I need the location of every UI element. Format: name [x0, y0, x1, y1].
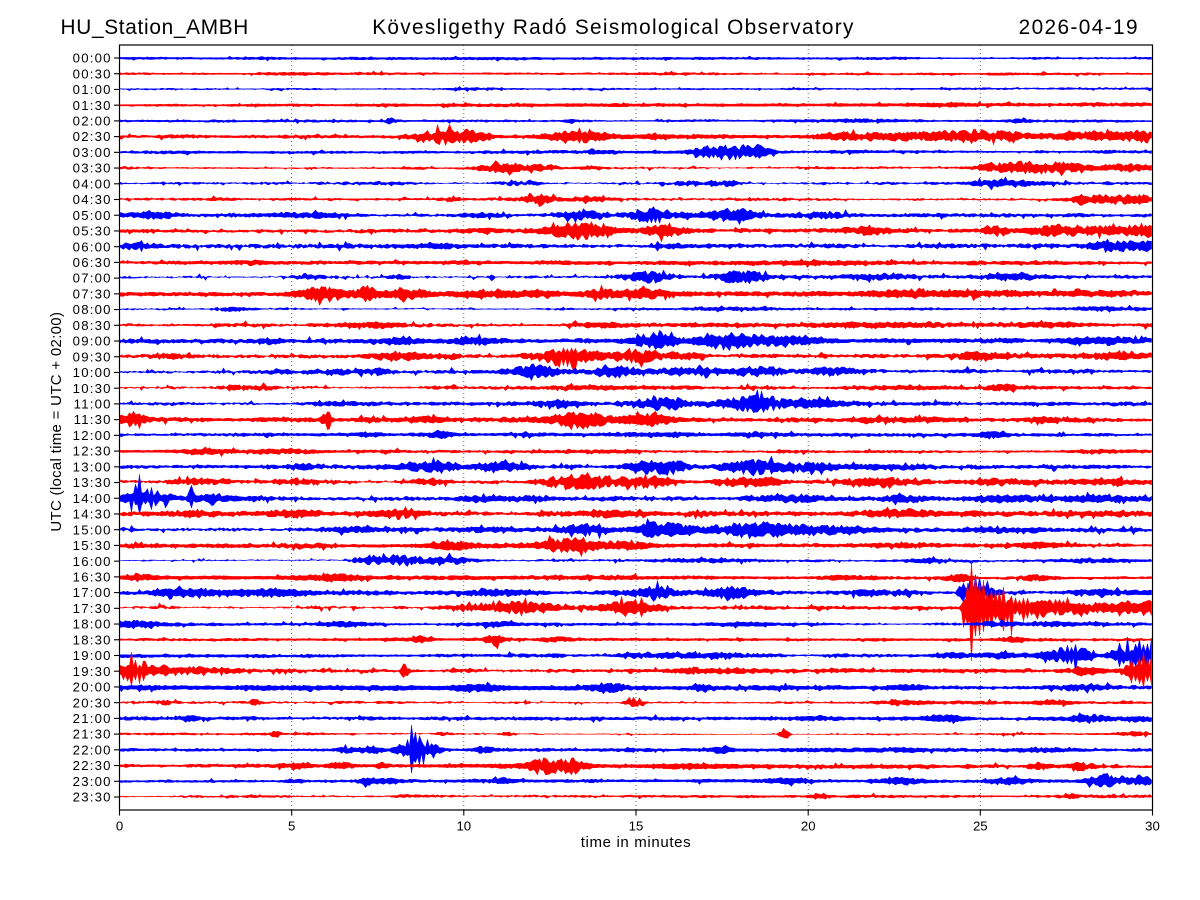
- svg-text:09:00: 09:00: [73, 334, 112, 349]
- svg-text:12:00: 12:00: [73, 428, 112, 443]
- svg-text:03:00: 03:00: [73, 145, 112, 160]
- svg-text:11:30: 11:30: [74, 412, 112, 427]
- svg-text:06:00: 06:00: [73, 239, 112, 254]
- svg-text:23:30: 23:30: [73, 790, 112, 805]
- svg-text:02:00: 02:00: [73, 113, 112, 128]
- svg-text:09:30: 09:30: [73, 349, 112, 364]
- svg-text:5: 5: [288, 819, 295, 834]
- svg-text:20:00: 20:00: [73, 680, 112, 695]
- svg-text:18:00: 18:00: [73, 617, 112, 632]
- svg-text:HU_Station_AMBH: HU_Station_AMBH: [61, 16, 250, 39]
- svg-text:22:00: 22:00: [73, 742, 112, 757]
- svg-text:22:30: 22:30: [73, 758, 112, 773]
- svg-text:00:00: 00:00: [73, 51, 112, 66]
- svg-text:30: 30: [1145, 819, 1160, 834]
- svg-text:17:00: 17:00: [73, 585, 112, 600]
- svg-text:25: 25: [973, 819, 988, 834]
- svg-text:15: 15: [629, 819, 644, 834]
- svg-text:0: 0: [116, 819, 123, 834]
- svg-text:05:00: 05:00: [73, 208, 112, 223]
- svg-text:02:30: 02:30: [73, 129, 112, 144]
- svg-text:07:00: 07:00: [73, 271, 112, 286]
- svg-text:04:00: 04:00: [73, 176, 112, 191]
- svg-text:07:30: 07:30: [73, 286, 112, 301]
- svg-text:23:00: 23:00: [73, 774, 112, 789]
- svg-text:15:00: 15:00: [73, 522, 112, 537]
- svg-text:13:00: 13:00: [73, 459, 112, 474]
- svg-text:21:30: 21:30: [73, 727, 112, 742]
- svg-text:06:30: 06:30: [73, 255, 112, 270]
- svg-text:time in minutes: time in minutes: [581, 834, 692, 851]
- svg-text:10: 10: [456, 819, 471, 834]
- svg-text:10:30: 10:30: [73, 381, 112, 396]
- svg-text:16:30: 16:30: [73, 569, 112, 584]
- svg-text:17:30: 17:30: [73, 601, 112, 616]
- svg-text:11:00: 11:00: [74, 397, 112, 412]
- svg-text:20: 20: [801, 819, 816, 834]
- svg-text:04:30: 04:30: [73, 192, 112, 207]
- svg-text:2026-04-19: 2026-04-19: [1019, 16, 1139, 39]
- svg-text:13:30: 13:30: [73, 475, 112, 490]
- svg-text:14:00: 14:00: [73, 491, 112, 506]
- svg-text:12:30: 12:30: [73, 444, 112, 459]
- svg-text:Kövesligethy Radó Seismologica: Kövesligethy Radó Seismological Observat…: [372, 16, 854, 39]
- svg-text:08:30: 08:30: [73, 318, 112, 333]
- svg-text:01:00: 01:00: [73, 82, 112, 97]
- svg-text:20:30: 20:30: [73, 695, 112, 710]
- svg-text:08:00: 08:00: [73, 302, 112, 317]
- svg-text:00:30: 00:30: [73, 66, 112, 81]
- svg-text:10:00: 10:00: [73, 365, 112, 380]
- svg-text:16:00: 16:00: [73, 554, 112, 569]
- svg-text:01:30: 01:30: [73, 98, 112, 113]
- svg-text:UTC (local time = UTC + 02:00): UTC (local time = UTC + 02:00): [48, 312, 65, 532]
- svg-text:14:30: 14:30: [73, 507, 112, 522]
- svg-text:18:30: 18:30: [73, 632, 112, 647]
- svg-text:05:30: 05:30: [73, 224, 112, 239]
- svg-text:19:30: 19:30: [73, 664, 112, 679]
- svg-text:15:30: 15:30: [73, 538, 112, 553]
- svg-text:21:00: 21:00: [73, 711, 112, 726]
- svg-text:03:30: 03:30: [73, 161, 112, 176]
- svg-text:19:00: 19:00: [73, 648, 112, 663]
